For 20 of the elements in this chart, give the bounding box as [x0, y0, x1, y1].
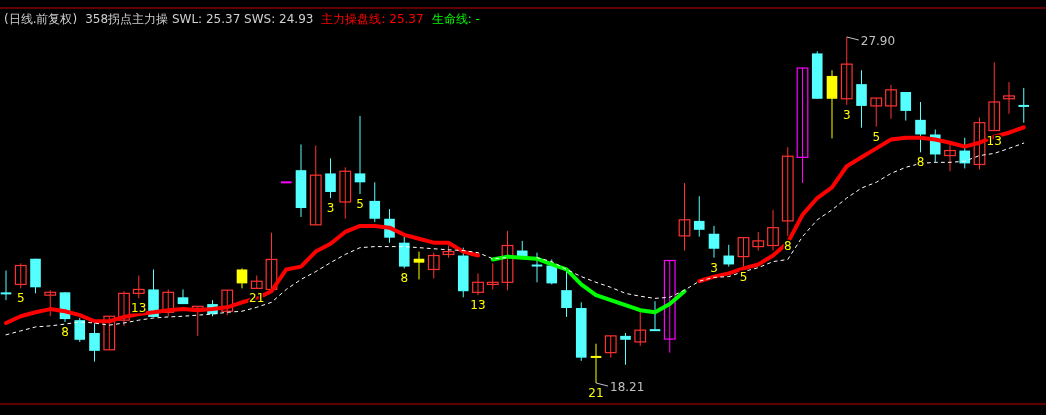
- chart-title: (日线.前复权): [4, 12, 78, 26]
- annotation: 18.21: [610, 380, 645, 394]
- text: 3: [326, 201, 335, 216]
- text: 21: [588, 386, 604, 400]
- text: 13: [131, 301, 147, 316]
- annotation: 27.90: [860, 34, 896, 48]
- text: 5: [16, 291, 25, 306]
- text: 8: [400, 271, 409, 286]
- text: 8: [61, 324, 69, 339]
- text: 13: [986, 133, 1002, 148]
- text: 3: [710, 260, 718, 275]
- text: 5: [739, 269, 748, 284]
- text: 8: [916, 155, 925, 170]
- text: 生命线: -: [431, 12, 480, 26]
- text: 主力操盘线: 25.37: [321, 12, 424, 26]
- text: 5: [872, 129, 881, 144]
- text: 5: [356, 197, 364, 212]
- chart-subtitle: 358拐点主力操 SWL: 25.37 SWS: 24.93: [85, 12, 314, 26]
- text: 13: [470, 298, 486, 313]
- text: 3: [842, 107, 851, 122]
